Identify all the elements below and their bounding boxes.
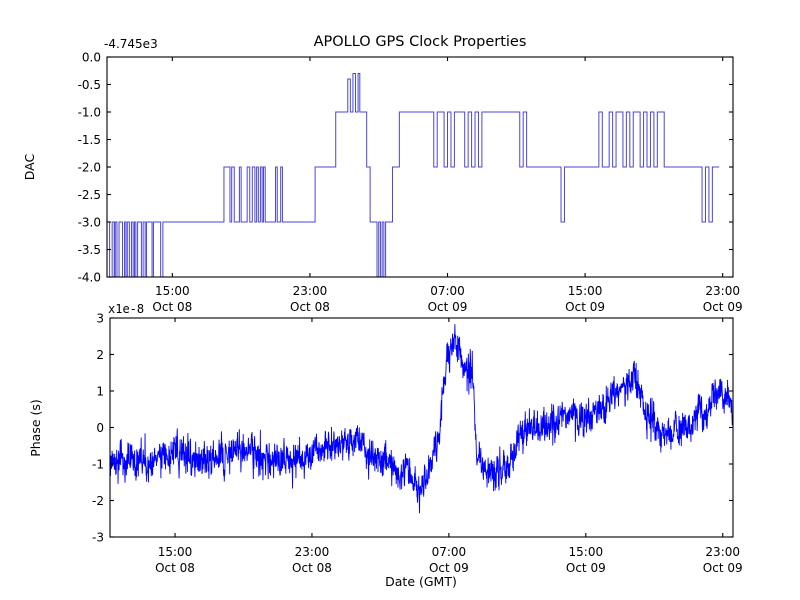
dac-x-tick-labels: 15:00 Oct 08 23:00 Oct 08 07:00 Oct 09 15:00 Oc…: [152, 284, 742, 314]
phase-plot-background: [110, 318, 733, 537]
y-tick-label: 1: [96, 384, 104, 398]
svg-text:Oct 08: Oct 08: [292, 561, 332, 575]
y-tick-label: 0: [96, 421, 104, 435]
y-tick-label: -1.5: [78, 133, 101, 147]
phase-axes: 3 2 1 0 -1 -2 -3 15:00 Oct 08 23:00 Oct 08 07:00 Oc…: [28, 302, 743, 589]
y-tick-label: -3: [92, 530, 104, 544]
phase-y-multiplier-label: x1e-8: [108, 302, 144, 316]
svg-text:Oct 09: Oct 09: [566, 561, 606, 575]
x-tick-label: 15:00 Oct 08: [152, 284, 192, 314]
phase-x-axis-label: Date (GMT): [385, 574, 457, 589]
y-tick-label: -0.5: [78, 78, 101, 92]
x-tick-label: 07:00 Oct 09: [429, 545, 469, 575]
x-tick-label: 23:00 Oct 09: [703, 284, 743, 314]
dac-y-tick-labels: 0.0 -0.5 -1.0 -1.5 -2.0 -2.5 -3.0 -3.5 -4.0: [78, 50, 101, 284]
chart-title: APOLLO GPS Clock Properties: [314, 34, 527, 50]
phase-x-tick-labels: 15:00 Oct 08 23:00 Oct 08 07:00 Oct 09 15:00 Oc…: [155, 545, 743, 575]
svg-text:Oct 09: Oct 09: [428, 300, 468, 314]
dac-y-axis-label: DAC: [22, 153, 37, 180]
x-tick-label: 15:00 Oct 09: [565, 284, 605, 314]
svg-text:23:00: 23:00: [705, 545, 740, 559]
dac-axes: 0.0 -0.5 -1.0 -1.5 -2.0 -2.5 -3.0 -3.5 -4.0 15:0…: [22, 34, 743, 314]
x-tick-label: 15:00 Oct 08: [155, 545, 195, 575]
dac-plot-background: [107, 57, 733, 277]
phase-noise-trace: [109, 324, 734, 514]
svg-text:Oct 09: Oct 09: [429, 561, 469, 575]
x-tick-label: 23:00 Oct 09: [703, 545, 743, 575]
y-tick-label: 3: [96, 311, 104, 325]
svg-text:15:00: 15:00: [155, 284, 190, 298]
x-tick-label: 23:00 Oct 08: [290, 284, 330, 314]
svg-text:Oct 09: Oct 09: [703, 300, 743, 314]
svg-text:15:00: 15:00: [569, 545, 604, 559]
x-tick-label: 07:00 Oct 09: [428, 284, 468, 314]
svg-text:Oct 08: Oct 08: [155, 561, 195, 575]
y-tick-label: -3.0: [78, 215, 101, 229]
y-tick-label: -3.5: [78, 243, 101, 257]
y-tick-label: -2.5: [78, 188, 101, 202]
y-tick-label: -2: [92, 494, 104, 508]
dac-tick-marks: [107, 56, 733, 278]
svg-text:23:00: 23:00: [295, 545, 330, 559]
svg-text:07:00: 07:00: [432, 545, 467, 559]
svg-text:Oct 09: Oct 09: [565, 300, 605, 314]
svg-text:07:00: 07:00: [430, 284, 465, 298]
svg-text:Oct 09: Oct 09: [703, 561, 743, 575]
phase-tick-marks: [110, 317, 733, 538]
x-tick-label: 23:00 Oct 08: [292, 545, 332, 575]
y-tick-label: -1: [92, 457, 104, 471]
svg-text:Oct 08: Oct 08: [152, 300, 192, 314]
y-tick-label: -2.0: [78, 160, 101, 174]
y-tick-label: 2: [96, 348, 104, 362]
svg-text:23:00: 23:00: [705, 284, 740, 298]
x-tick-label: 15:00 Oct 09: [566, 545, 606, 575]
svg-text:15:00: 15:00: [158, 545, 193, 559]
svg-text:Oct 08: Oct 08: [290, 300, 330, 314]
y-tick-label: -4.0: [78, 270, 101, 284]
svg-text:23:00: 23:00: [293, 284, 328, 298]
phase-y-axis-label: Phase (s): [28, 399, 43, 457]
dac-y-offset-label: -4.745e3: [104, 37, 158, 51]
y-tick-label: 0.0: [82, 50, 101, 64]
svg-text:15:00: 15:00: [568, 284, 603, 298]
phase-y-tick-labels: 3 2 1 0 -1 -2 -3: [92, 311, 104, 544]
y-tick-label: -1.0: [78, 105, 101, 119]
